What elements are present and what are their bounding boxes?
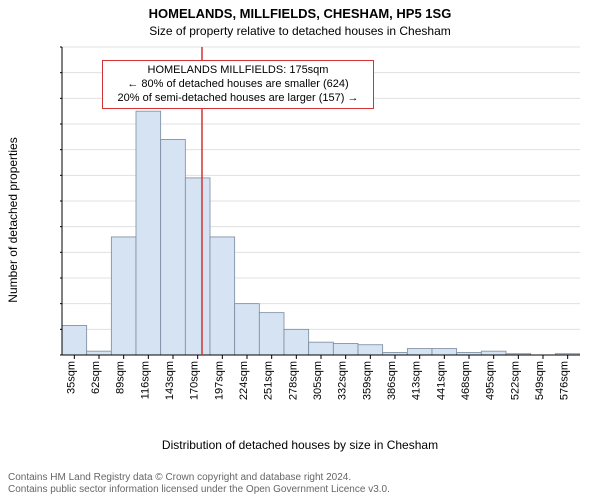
svg-text:35sqm: 35sqm	[65, 361, 77, 394]
callout-line3: 20% of semi-detached houses are larger (…	[109, 92, 367, 106]
footer-line2: Contains public sector information licen…	[8, 484, 390, 496]
footer-line1: Contains HM Land Registry data © Crown c…	[8, 472, 390, 484]
footer: Contains HM Land Registry data © Crown c…	[8, 472, 390, 496]
svg-text:468sqm: 468sqm	[460, 361, 472, 400]
svg-text:495sqm: 495sqm	[485, 361, 497, 400]
title-line2: Size of property relative to detached ho…	[0, 24, 600, 38]
callout-line2: ← 80% of detached houses are smaller (62…	[109, 78, 367, 92]
svg-text:359sqm: 359sqm	[361, 361, 373, 400]
svg-text:441sqm: 441sqm	[435, 361, 447, 400]
svg-text:549sqm: 549sqm	[534, 361, 546, 400]
svg-text:386sqm: 386sqm	[386, 361, 398, 400]
svg-text:62sqm: 62sqm	[90, 361, 102, 394]
x-axis-label: Distribution of detached houses by size …	[0, 438, 600, 452]
svg-text:89sqm: 89sqm	[115, 361, 127, 394]
svg-text:251sqm: 251sqm	[263, 361, 275, 400]
svg-text:305sqm: 305sqm	[312, 361, 324, 400]
title-line1: HOMELANDS, MILLFIELDS, CHESHAM, HP5 1SG	[0, 6, 600, 21]
svg-text:576sqm: 576sqm	[559, 361, 571, 400]
callout-box: HOMELANDS MILLFIELDS: 175sqm ← 80% of de…	[102, 60, 374, 109]
svg-text:413sqm: 413sqm	[411, 361, 423, 400]
svg-text:278sqm: 278sqm	[287, 361, 299, 400]
chart-container: HOMELANDS, MILLFIELDS, CHESHAM, HP5 1SG …	[0, 0, 600, 500]
svg-text:224sqm: 224sqm	[238, 361, 250, 400]
svg-text:332sqm: 332sqm	[337, 361, 349, 400]
y-axis-label: Number of detached properties	[6, 55, 20, 220]
svg-text:197sqm: 197sqm	[213, 361, 225, 400]
callout-line1: HOMELANDS MILLFIELDS: 175sqm	[109, 64, 367, 78]
svg-text:116sqm: 116sqm	[139, 361, 151, 399]
svg-text:170sqm: 170sqm	[189, 361, 201, 400]
svg-text:143sqm: 143sqm	[164, 361, 176, 400]
svg-text:522sqm: 522sqm	[509, 361, 521, 400]
